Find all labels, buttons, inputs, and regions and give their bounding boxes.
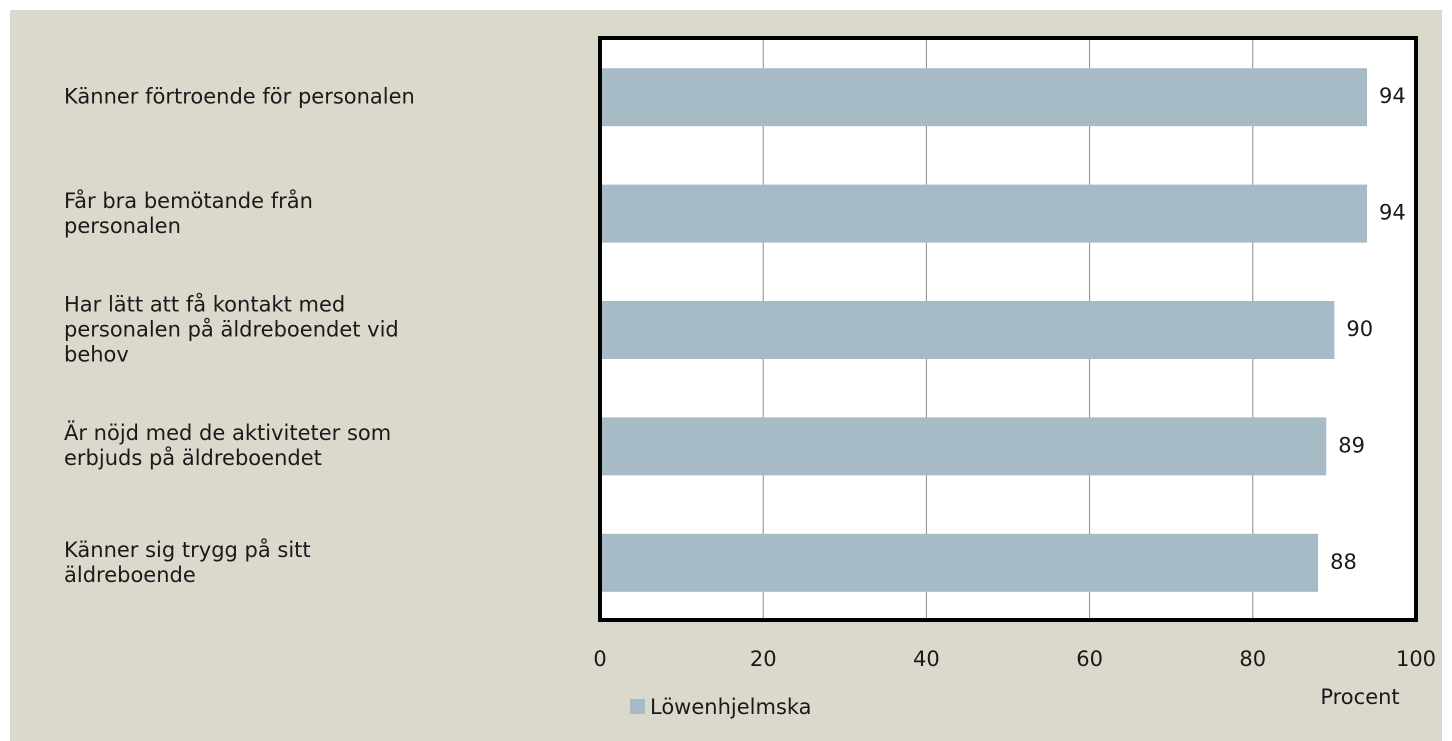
bar [600, 417, 1327, 476]
x-tick-label: 40 [913, 647, 940, 671]
value-label: 94 [1379, 201, 1406, 225]
x-tick-label: 80 [1239, 647, 1266, 671]
bar [600, 68, 1368, 127]
y-tick-label: Har lätt att få kontakt med personalen p… [64, 292, 399, 367]
x-tick-label: 20 [750, 647, 777, 671]
y-tick-label: Får bra bemötande från personalen [64, 188, 313, 238]
bar [600, 533, 1319, 592]
value-label: 88 [1330, 550, 1357, 574]
y-tick-label: Är nöjd med de aktiviteter som erbjuds p… [64, 421, 392, 471]
value-label: 89 [1338, 433, 1365, 457]
x-tick-label: 0 [593, 647, 606, 671]
value-label: 90 [1346, 317, 1373, 341]
x-axis-label: Procent [1320, 685, 1399, 709]
legend-swatch [630, 699, 645, 714]
bars [600, 68, 1368, 592]
y-tick-label: Känner sig trygg på sitt äldreboende [64, 537, 311, 587]
value-label: 94 [1379, 84, 1406, 108]
bar [600, 301, 1335, 359]
x-tick-label: 100 [1396, 647, 1436, 671]
bar [600, 184, 1368, 243]
x-tick-label: 60 [1076, 647, 1103, 671]
plot-border [598, 36, 1418, 622]
legend-label: Löwenhjelmska [650, 695, 812, 719]
y-tick-label: Känner förtroende för personalen [64, 84, 415, 109]
